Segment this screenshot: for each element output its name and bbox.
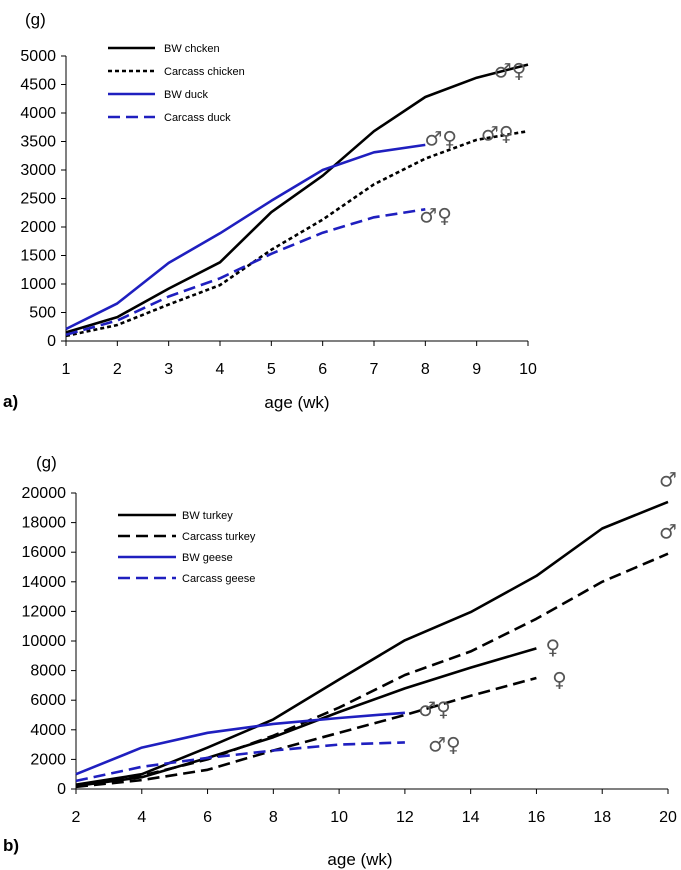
y-tick-label: 4000 — [20, 105, 56, 122]
sex-annotation: ♂♀ — [494, 58, 527, 82]
chart-panel-a: 0 500 1000 1500 2000 2500 3000 3500 4000 4500 5000… — [3, 10, 537, 412]
y-tick-label: 20000 — [22, 485, 67, 502]
y-tick-label: 3500 — [20, 134, 56, 151]
legend-label: BW duck — [164, 89, 209, 101]
sex-annotation: ♂♀ — [424, 127, 457, 151]
x-tick-label: 10 — [519, 361, 537, 378]
legend-label: BW chcken — [164, 43, 220, 55]
x-tick-label: 8 — [421, 361, 430, 378]
y-tick-label: 14000 — [22, 574, 67, 591]
y-tick-label: 2500 — [20, 191, 56, 208]
series-line-0 — [75, 500, 669, 786]
sex-annotation: ♂ — [659, 519, 677, 543]
sex-annotation: ♂♀ — [418, 697, 451, 721]
panel-label: a) — [3, 392, 18, 411]
y-tick-label: 16000 — [22, 544, 67, 561]
y-unit-label: (g) — [25, 10, 46, 29]
y-tick-label: 5000 — [20, 48, 56, 65]
x-tick-label: 9 — [472, 361, 481, 378]
x-tick-label: 7 — [370, 361, 379, 378]
sex-annotation: ♀ — [552, 667, 567, 691]
sex-annotation: ♂♀ — [419, 204, 452, 228]
series-line-3 — [65, 208, 426, 336]
x-tick-label: 6 — [318, 361, 327, 378]
x-tick-label: 4 — [216, 361, 225, 378]
x-tick-label: 18 — [593, 809, 611, 826]
series-line-2 — [65, 143, 426, 331]
legend-label: BW geese — [182, 552, 233, 564]
chart-panel-b: 0 2000 4000 6000 8000 10000 12000 14000 16000 180… — [3, 453, 677, 869]
legend-label: BW turkey — [182, 510, 233, 522]
legend-label: Carcass turkey — [182, 531, 256, 543]
y-unit-label: (g) — [36, 453, 57, 472]
x-tick-label: 14 — [462, 809, 480, 826]
y-tick-label: 2000 — [30, 751, 66, 768]
series-line-1 — [65, 129, 529, 338]
y-tick-label: 10000 — [22, 633, 67, 650]
y-tick-label: 8000 — [30, 663, 66, 680]
y-tick-label: 4000 — [30, 722, 66, 739]
series-line-3 — [75, 676, 537, 789]
y-tick-label: 4500 — [20, 77, 56, 94]
legend-label: Carcass chicken — [164, 66, 245, 78]
x-tick-label: 2 — [113, 361, 122, 378]
legend-label: Carcass duck — [164, 112, 231, 124]
series-line-0 — [65, 63, 529, 334]
x-axis-title: age (wk) — [264, 393, 329, 412]
x-tick-label: 8 — [269, 809, 278, 826]
sex-annotation: ♂♀ — [481, 122, 514, 146]
sex-annotation: ♀ — [546, 635, 561, 659]
y-tick-label: 0 — [57, 781, 66, 798]
x-tick-label: 12 — [396, 809, 414, 826]
series-line-1 — [75, 647, 537, 788]
x-tick-label: 5 — [267, 361, 276, 378]
series-line-2 — [75, 552, 669, 787]
x-tick-label: 10 — [330, 809, 348, 826]
x-tick-label: 1 — [62, 361, 71, 378]
y-tick-label: 18000 — [22, 515, 67, 532]
y-tick-label: 500 — [29, 305, 56, 322]
series-line-4 — [75, 711, 406, 776]
y-tick-label: 2000 — [20, 219, 56, 236]
x-tick-label: 16 — [528, 809, 546, 826]
y-tick-label: 3000 — [20, 162, 56, 179]
y-tick-label: 6000 — [30, 692, 66, 709]
y-tick-label: 0 — [47, 333, 56, 350]
y-tick-label: 12000 — [22, 603, 67, 620]
x-tick-label: 6 — [203, 809, 212, 826]
legend-label: Carcass geese — [182, 573, 255, 585]
x-tick-label: 4 — [137, 809, 146, 826]
x-tick-label: 2 — [72, 809, 81, 826]
x-axis-title: age (wk) — [327, 850, 392, 869]
x-tick-label: 20 — [659, 809, 677, 826]
y-tick-label: 1000 — [20, 276, 56, 293]
y-tick-label: 1500 — [20, 248, 56, 265]
sex-annotation: ♂♀ — [428, 733, 461, 757]
panel-label: b) — [3, 836, 19, 855]
series-line-5 — [75, 741, 405, 783]
x-tick-label: 3 — [164, 361, 173, 378]
sex-annotation: ♂ — [659, 468, 677, 492]
